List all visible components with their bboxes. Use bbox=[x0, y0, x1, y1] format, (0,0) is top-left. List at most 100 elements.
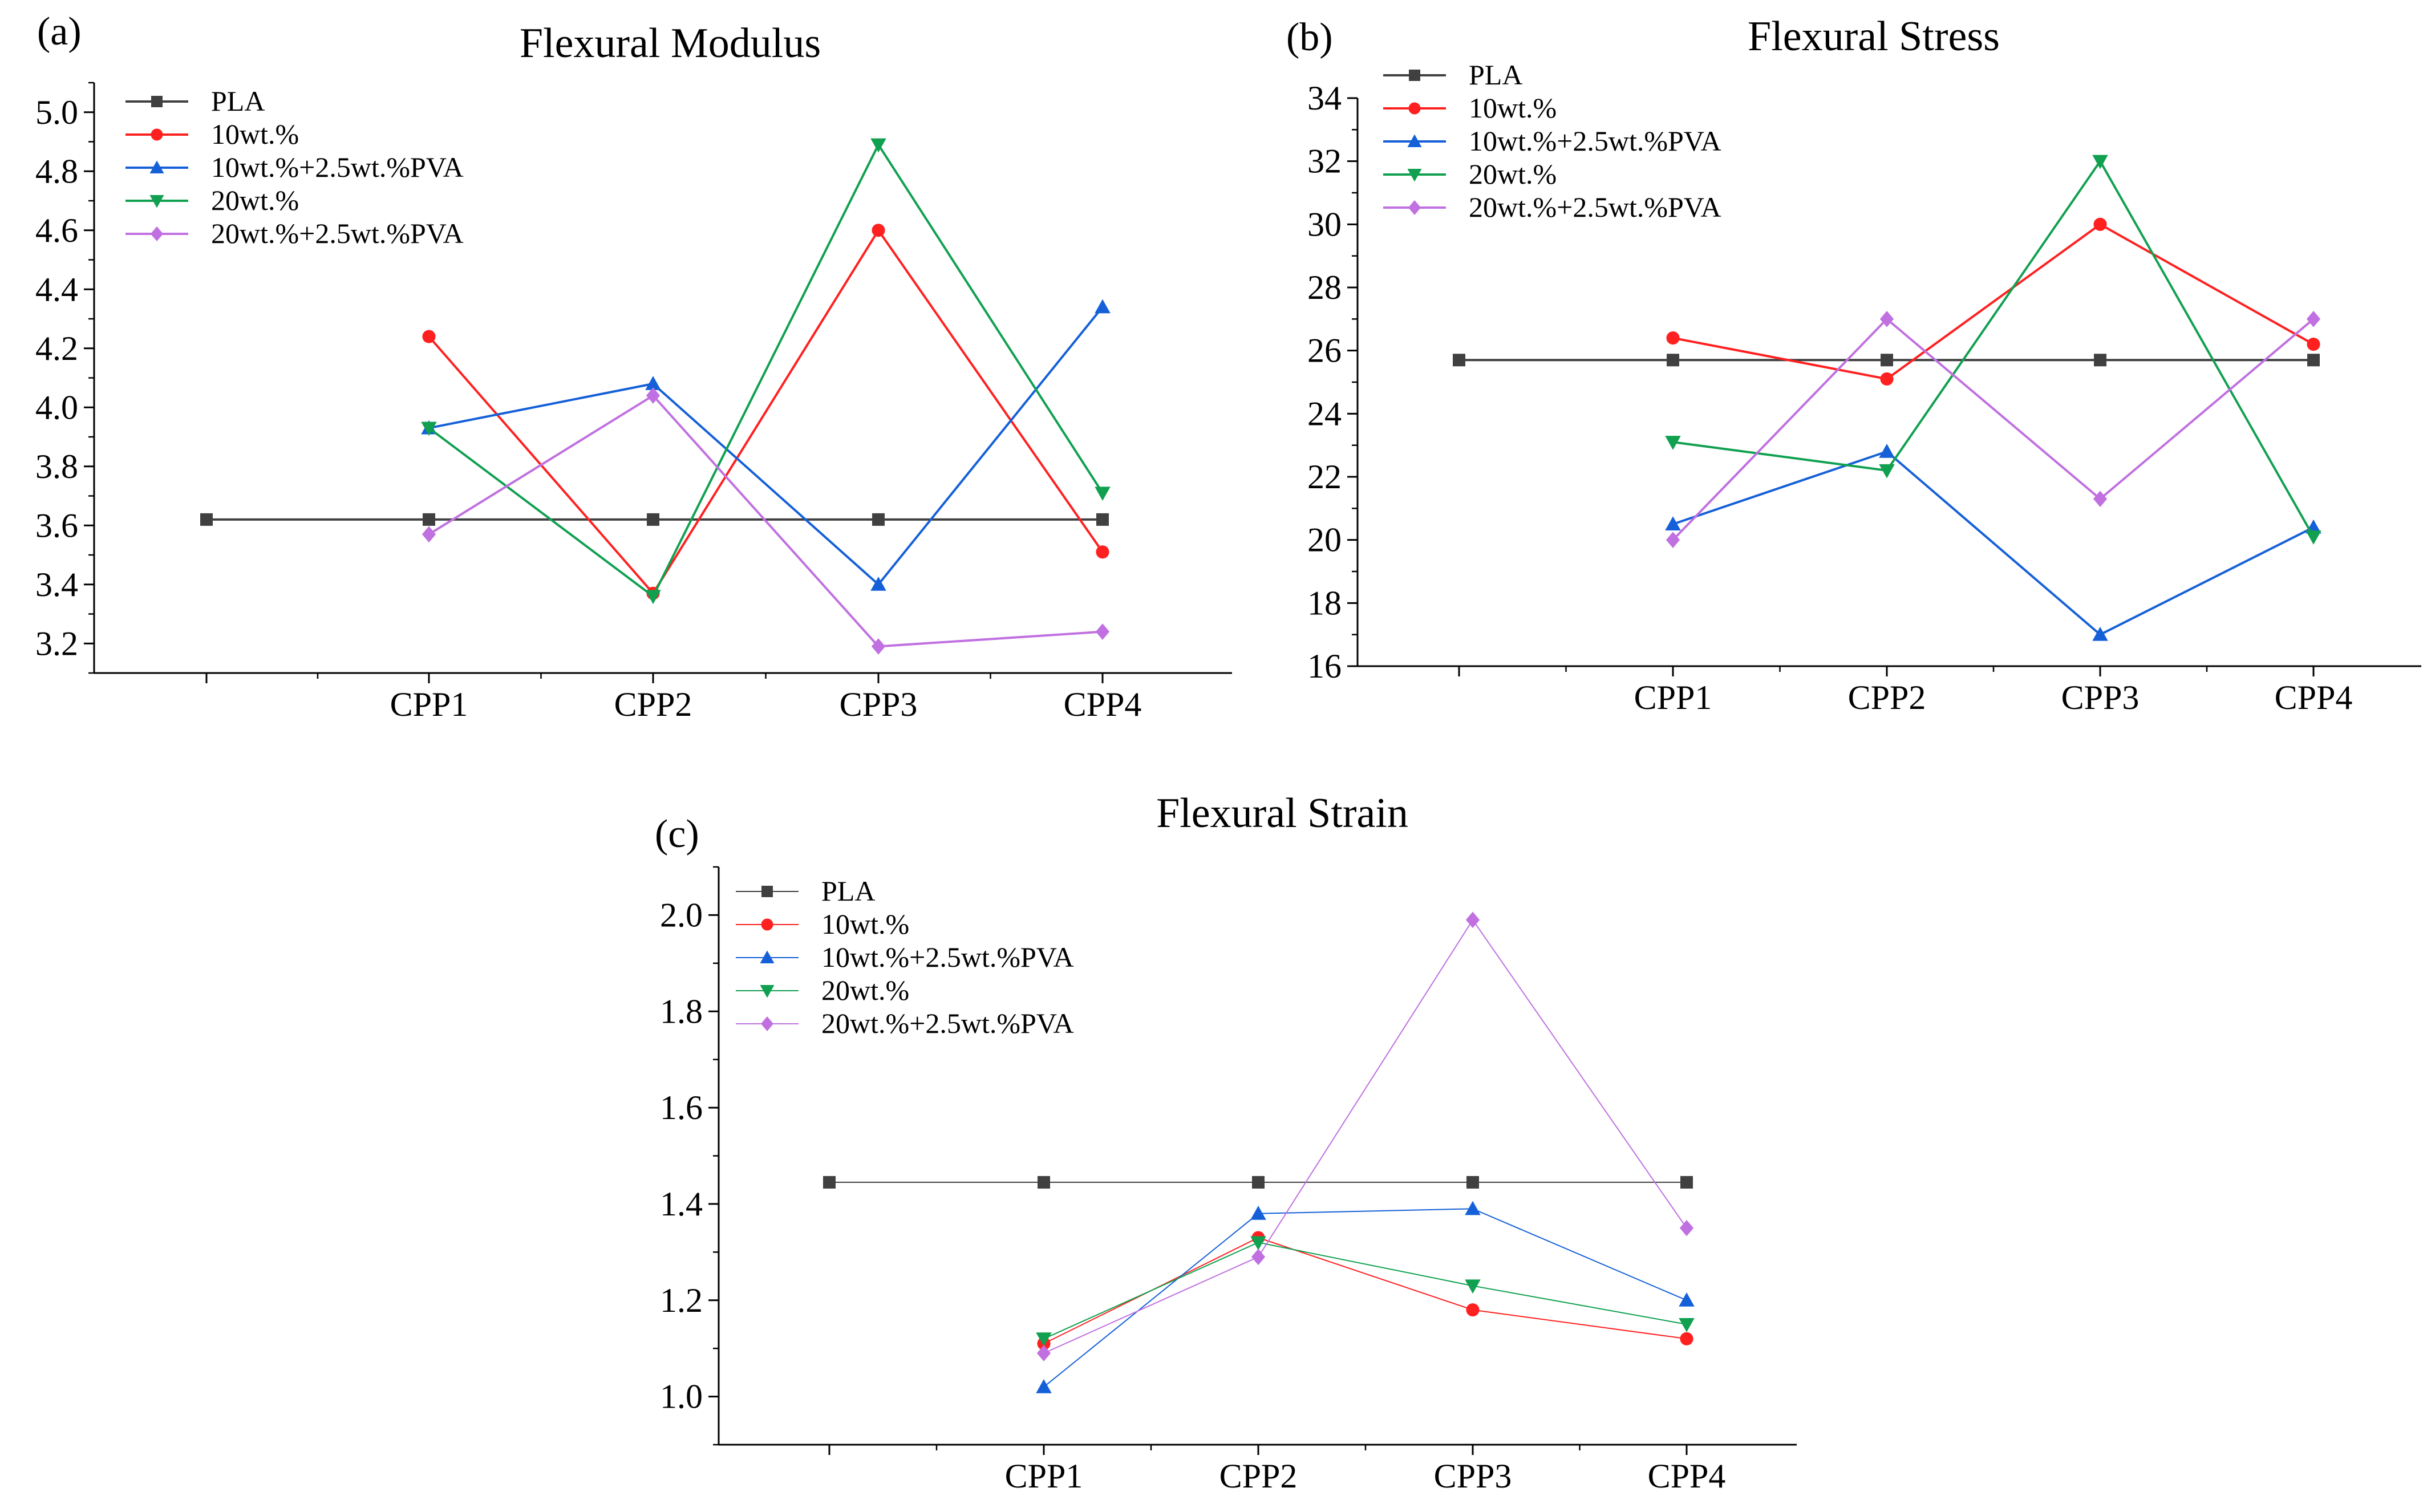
y-tick-label: 3.6 bbox=[35, 506, 78, 544]
chart-flexural-stress: (b) Flexural Stress 16 18 20 22 24 26 28 30 32 34… bbox=[1286, 13, 2421, 716]
series-0 bbox=[1453, 354, 2320, 367]
x-tick-label: CPP2 bbox=[1848, 679, 1926, 716]
data-point bbox=[1465, 911, 1480, 929]
series-1 bbox=[1666, 217, 2320, 386]
legend: PLA10wt.%10wt.%+2.5wt.%PVA20wt.%20wt.%+2… bbox=[1383, 59, 1721, 223]
legend: PLA10wt.%10wt.%+2.5wt.%PVA20wt.%20wt.%+2… bbox=[736, 875, 1074, 1039]
data-point bbox=[2307, 354, 2320, 367]
legend-label: PLA bbox=[1469, 59, 1522, 91]
legend-label: 20wt.%+2.5wt.%PVA bbox=[821, 1007, 1074, 1039]
legend-marker bbox=[761, 1016, 773, 1031]
data-point bbox=[1465, 1201, 1481, 1215]
data-point bbox=[1095, 623, 1110, 640]
x-tick-label: CPP4 bbox=[1648, 1457, 1726, 1495]
data-point bbox=[1665, 516, 1681, 530]
data-point bbox=[870, 577, 886, 591]
legend-marker bbox=[1408, 200, 1421, 215]
data-point bbox=[1879, 311, 1894, 327]
data-point bbox=[823, 1175, 836, 1189]
series-3 bbox=[421, 138, 1111, 605]
y-tick-label: 4.6 bbox=[35, 212, 78, 249]
data-point bbox=[2306, 530, 2321, 545]
legend-marker bbox=[151, 96, 163, 107]
data-point bbox=[1251, 1248, 1266, 1266]
data-point bbox=[1095, 299, 1111, 314]
series-line bbox=[428, 228, 1104, 595]
series-line bbox=[1043, 919, 1687, 1354]
y-tick-label: 20 bbox=[1307, 521, 1342, 559]
y-tick-label: 22 bbox=[1307, 458, 1342, 496]
y-tick-label: 3.2 bbox=[35, 625, 78, 662]
data-point bbox=[1881, 354, 1893, 367]
legend-label: 10wt.%+2.5wt.%PVA bbox=[211, 151, 464, 183]
series-line bbox=[1672, 222, 2314, 380]
data-point bbox=[2093, 217, 2107, 231]
data-point bbox=[872, 224, 885, 237]
series-line bbox=[1043, 1237, 1687, 1344]
series-0 bbox=[200, 513, 1109, 526]
legend-label: 10wt.% bbox=[1469, 92, 1557, 124]
x-tick-label: CPP2 bbox=[1219, 1457, 1298, 1495]
data-point bbox=[2093, 491, 2108, 508]
y-tick-label: 18 bbox=[1307, 584, 1342, 622]
y-tick-label: 26 bbox=[1307, 332, 1342, 370]
y-tick-label: 2.0 bbox=[660, 896, 703, 934]
legend-label: 10wt.%+2.5wt.%PVA bbox=[821, 941, 1074, 973]
y-tick-label: 3.4 bbox=[35, 566, 78, 603]
legend-marker bbox=[1409, 70, 1420, 81]
data-point bbox=[1666, 532, 1680, 548]
y-tick-label: 34 bbox=[1307, 79, 1342, 117]
data-point bbox=[1679, 1292, 1695, 1307]
series-1 bbox=[1037, 1231, 1693, 1351]
series-line bbox=[1043, 1242, 1687, 1340]
legend-label: 20wt.%+2.5wt.%PVA bbox=[211, 217, 464, 249]
y-tick-label: 3.8 bbox=[35, 448, 78, 485]
data-point bbox=[1667, 354, 1679, 367]
x-tick-label: CPP3 bbox=[840, 686, 918, 723]
data-point bbox=[2306, 311, 2321, 327]
legend-marker bbox=[149, 160, 164, 173]
y-tick-label: 1.0 bbox=[660, 1378, 703, 1416]
data-point bbox=[645, 590, 661, 605]
data-point bbox=[1680, 1175, 1693, 1189]
data-point bbox=[422, 526, 436, 543]
data-point bbox=[1453, 354, 1465, 367]
x-tick-label: CPP2 bbox=[614, 686, 692, 723]
data-point bbox=[1879, 464, 1895, 479]
data-point bbox=[1036, 1379, 1052, 1393]
data-point bbox=[646, 387, 661, 404]
legend-label: 20wt.% bbox=[821, 974, 909, 1006]
data-point bbox=[423, 513, 435, 526]
data-point bbox=[2092, 626, 2108, 641]
y-tick-label: 5.0 bbox=[35, 94, 78, 131]
panel-label-c: (c) bbox=[655, 812, 699, 856]
series-2 bbox=[1036, 1201, 1695, 1393]
legend-marker bbox=[151, 226, 163, 241]
data-point bbox=[1880, 372, 1894, 386]
data-point bbox=[1680, 1332, 1693, 1345]
legend-marker bbox=[1407, 169, 1422, 182]
x-tick-label: CPP3 bbox=[2061, 679, 2140, 716]
y-tick-label: 1.4 bbox=[660, 1185, 703, 1223]
data-point bbox=[1096, 513, 1109, 526]
data-point bbox=[1679, 1219, 1694, 1237]
legend-label: PLA bbox=[211, 85, 265, 117]
data-point bbox=[1679, 1318, 1695, 1332]
data-point bbox=[1665, 436, 1681, 450]
data-point bbox=[2307, 338, 2320, 351]
series-line bbox=[1672, 450, 2314, 637]
x-tick-label: CPP1 bbox=[1634, 679, 1712, 716]
series-4 bbox=[422, 387, 1110, 655]
x-tick-label: CPP3 bbox=[1434, 1457, 1512, 1495]
data-point bbox=[871, 638, 886, 655]
legend-label: PLA bbox=[821, 875, 875, 907]
series-line bbox=[428, 142, 1104, 598]
data-point bbox=[2092, 155, 2108, 169]
data-point bbox=[1096, 545, 1109, 559]
chart-title-b: Flexural Stress bbox=[1748, 13, 2000, 60]
legend-marker bbox=[760, 950, 775, 963]
y-tick-label: 32 bbox=[1307, 143, 1342, 180]
series-line bbox=[1043, 1208, 1687, 1388]
series-4 bbox=[1666, 311, 2321, 548]
data-point bbox=[1466, 1175, 1479, 1189]
